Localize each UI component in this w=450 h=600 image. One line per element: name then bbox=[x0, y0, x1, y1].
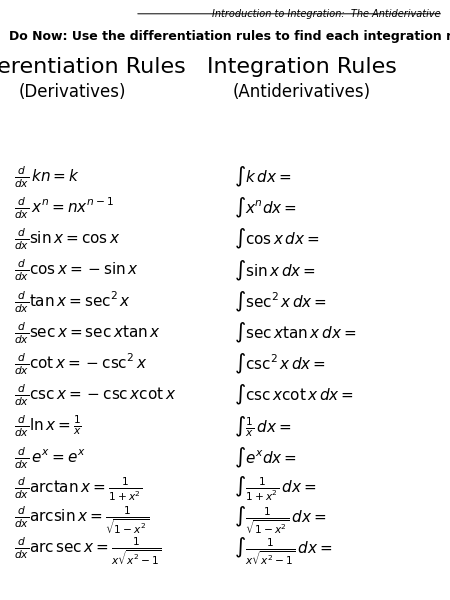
Text: $\frac{d}{dx}\arctan x = \frac{1}{1+x^2}$: $\frac{d}{dx}\arctan x = \frac{1}{1+x^2}… bbox=[14, 475, 141, 503]
Text: $\int x^n dx =$: $\int x^n dx =$ bbox=[234, 196, 297, 220]
Text: $\int \frac{1}{1+x^2}\,dx =$: $\int \frac{1}{1+x^2}\,dx =$ bbox=[234, 475, 316, 503]
Text: $\int \frac{1}{x\sqrt{x^2-1}}\,dx =$: $\int \frac{1}{x\sqrt{x^2-1}}\,dx =$ bbox=[234, 535, 333, 568]
Text: $\frac{d}{dx}\tan x = \sec^2 x$: $\frac{d}{dx}\tan x = \sec^2 x$ bbox=[14, 289, 130, 314]
Text: $\frac{d}{dx}\ln x = \frac{1}{x}$: $\frac{d}{dx}\ln x = \frac{1}{x}$ bbox=[14, 414, 81, 439]
Text: $\int \frac{1}{\sqrt{1-x^2}}\,dx =$: $\int \frac{1}{\sqrt{1-x^2}}\,dx =$ bbox=[234, 504, 326, 536]
Text: Do Now: Use the differentiation rules to find each integration rule.: Do Now: Use the differentiation rules to… bbox=[9, 30, 450, 43]
Text: $\frac{d}{dx}\sec x = \sec x\tan x$: $\frac{d}{dx}\sec x = \sec x\tan x$ bbox=[14, 320, 160, 346]
Text: $\int \sin x\,dx =$: $\int \sin x\,dx =$ bbox=[234, 259, 316, 283]
Text: $\frac{d}{dx}\arcsin x = \frac{1}{\sqrt{1-x^2}}$: $\frac{d}{dx}\arcsin x = \frac{1}{\sqrt{… bbox=[14, 505, 149, 536]
Text: $\int e^x dx =$: $\int e^x dx =$ bbox=[234, 446, 297, 470]
Text: $\int \csc x\cot x\,dx =$: $\int \csc x\cot x\,dx =$ bbox=[234, 383, 354, 407]
Text: Introduction to Integration:  The Antiderivative: Introduction to Integration: The Antider… bbox=[212, 9, 441, 19]
Text: $\frac{d}{dx}\mathrm{arc\,sec}\, x = \frac{1}{x\sqrt{x^2-1}}$: $\frac{d}{dx}\mathrm{arc\,sec}\, x = \fr… bbox=[14, 536, 161, 567]
Text: $\frac{d}{dx}\, e^x = e^x$: $\frac{d}{dx}\, e^x = e^x$ bbox=[14, 445, 85, 470]
Text: (Antiderivatives): (Antiderivatives) bbox=[233, 83, 370, 101]
Text: $\frac{d}{dx}\sin x = \cos x$: $\frac{d}{dx}\sin x = \cos x$ bbox=[14, 227, 120, 252]
Text: Differentiation Rules: Differentiation Rules bbox=[0, 57, 186, 77]
Text: Integration Rules: Integration Rules bbox=[207, 57, 396, 77]
Text: $\frac{d}{dx}\, kn = k$: $\frac{d}{dx}\, kn = k$ bbox=[14, 164, 80, 190]
Text: $\frac{d}{dx}\, x^n = nx^{n-1}$: $\frac{d}{dx}\, x^n = nx^{n-1}$ bbox=[14, 196, 114, 221]
Text: $\frac{d}{dx}\cot x = -\csc^2 x$: $\frac{d}{dx}\cot x = -\csc^2 x$ bbox=[14, 352, 147, 377]
Text: $\int \csc^2 x\,dx =$: $\int \csc^2 x\,dx =$ bbox=[234, 352, 326, 376]
Text: $\int \frac{1}{x}\,dx =$: $\int \frac{1}{x}\,dx =$ bbox=[234, 415, 291, 439]
Text: $\int k\, dx =$: $\int k\, dx =$ bbox=[234, 165, 291, 189]
Text: (Derivatives): (Derivatives) bbox=[18, 83, 126, 101]
Text: $\int \cos x\,dx =$: $\int \cos x\,dx =$ bbox=[234, 227, 320, 251]
Text: $\frac{d}{dx}\csc x = -\csc x\cot x$: $\frac{d}{dx}\csc x = -\csc x\cot x$ bbox=[14, 383, 176, 408]
Text: $\int \sec x\tan x\,dx =$: $\int \sec x\tan x\,dx =$ bbox=[234, 321, 356, 345]
Text: $\frac{d}{dx}\cos x = -\sin x$: $\frac{d}{dx}\cos x = -\sin x$ bbox=[14, 258, 139, 283]
Text: $\int \sec^2 x\,dx =$: $\int \sec^2 x\,dx =$ bbox=[234, 290, 327, 314]
